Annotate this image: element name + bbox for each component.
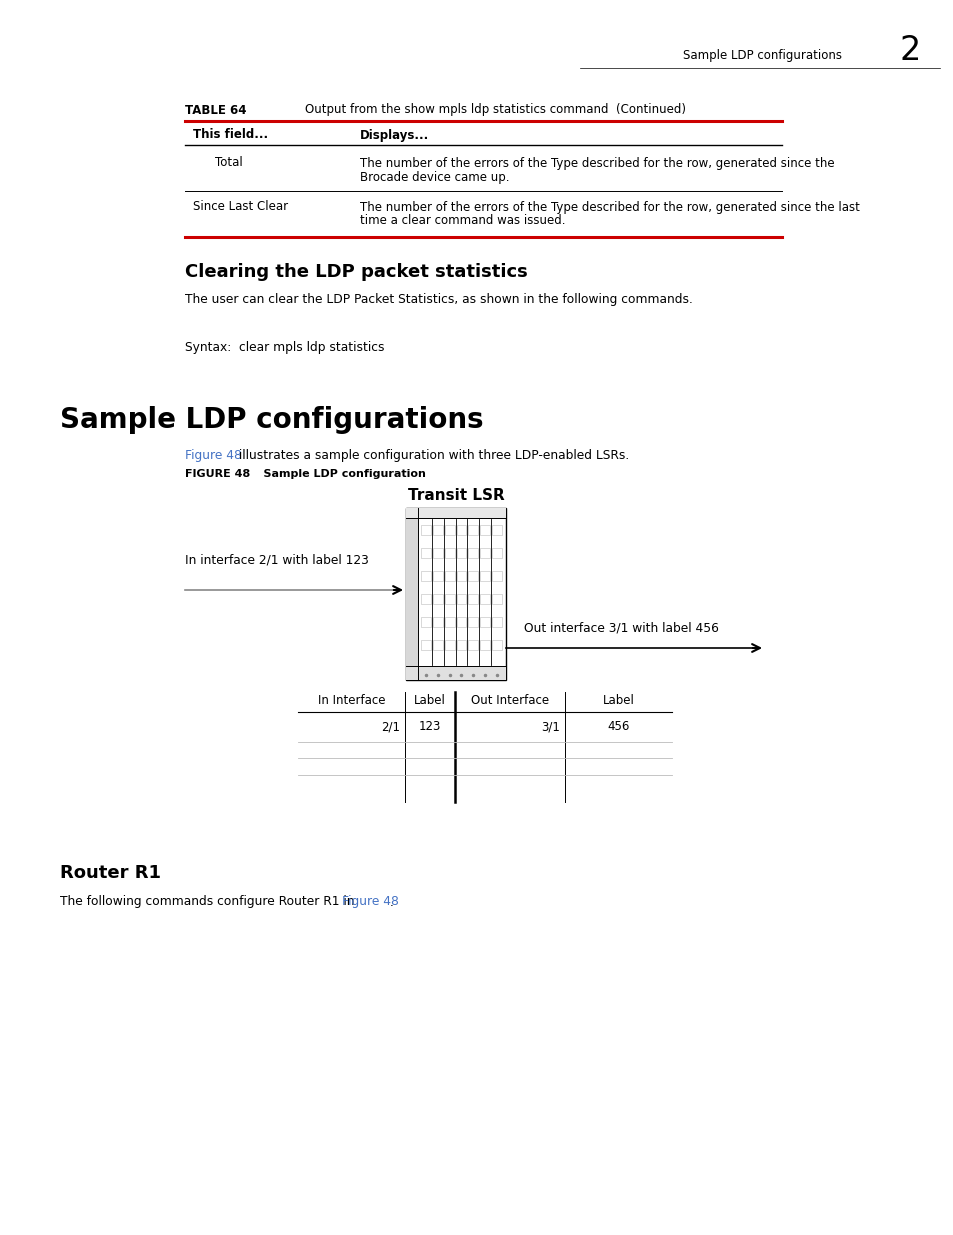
Text: In Interface: In Interface xyxy=(317,694,385,706)
Bar xyxy=(456,525,466,535)
Text: 3/1: 3/1 xyxy=(540,720,559,734)
Bar xyxy=(444,525,454,535)
Bar xyxy=(433,594,442,604)
Bar xyxy=(444,594,454,604)
Bar xyxy=(492,548,501,558)
Text: Label: Label xyxy=(602,694,634,706)
Bar xyxy=(433,571,442,580)
Text: Sample LDP configurations: Sample LDP configurations xyxy=(682,48,841,62)
Text: The number of the errors of the Type described for the row, generated since the: The number of the errors of the Type des… xyxy=(359,157,834,169)
Bar xyxy=(433,640,442,650)
Bar xyxy=(492,571,501,580)
Text: This field...: This field... xyxy=(193,128,268,142)
Text: Out Interface: Out Interface xyxy=(471,694,549,706)
Text: Label: Label xyxy=(414,694,445,706)
Text: 2/1: 2/1 xyxy=(380,720,399,734)
Bar xyxy=(444,640,454,650)
Text: Clearing the LDP packet statistics: Clearing the LDP packet statistics xyxy=(185,263,527,282)
Bar xyxy=(468,571,477,580)
Bar xyxy=(479,640,490,650)
Text: Figure 48: Figure 48 xyxy=(341,895,398,909)
Bar xyxy=(479,618,490,627)
Text: Sample LDP configurations: Sample LDP configurations xyxy=(60,406,483,433)
Bar xyxy=(492,525,501,535)
Text: illustrates a sample configuration with three LDP-enabled LSRs.: illustrates a sample configuration with … xyxy=(234,450,629,462)
Bar xyxy=(420,640,431,650)
Bar xyxy=(492,618,501,627)
Text: TABLE 64: TABLE 64 xyxy=(185,104,246,116)
Bar xyxy=(456,640,466,650)
Bar xyxy=(420,571,431,580)
Bar xyxy=(433,618,442,627)
Bar xyxy=(406,508,505,517)
Text: In interface 2/1 with label 123: In interface 2/1 with label 123 xyxy=(185,553,369,567)
Bar xyxy=(406,508,505,680)
Bar xyxy=(479,594,490,604)
Bar xyxy=(479,571,490,580)
Bar xyxy=(468,594,477,604)
Text: Output from the show mpls ldp statistics command  (Continued): Output from the show mpls ldp statistics… xyxy=(305,104,685,116)
Text: Sample LDP configuration: Sample LDP configuration xyxy=(248,469,425,479)
Text: Total: Total xyxy=(214,157,242,169)
Bar xyxy=(420,525,431,535)
Text: .: . xyxy=(390,895,394,909)
Bar xyxy=(433,548,442,558)
Text: time a clear command was issued.: time a clear command was issued. xyxy=(359,215,565,227)
Text: Router R1: Router R1 xyxy=(60,864,161,882)
Text: The following commands configure Router R1 in: The following commands configure Router … xyxy=(60,895,358,909)
Bar xyxy=(456,548,466,558)
Text: 123: 123 xyxy=(418,720,440,734)
Text: Figure 48: Figure 48 xyxy=(185,450,242,462)
Text: Brocade device came up.: Brocade device came up. xyxy=(359,170,509,184)
Bar xyxy=(479,548,490,558)
Bar xyxy=(456,618,466,627)
Bar xyxy=(492,640,501,650)
Bar xyxy=(479,525,490,535)
Bar xyxy=(444,548,454,558)
Bar xyxy=(406,666,505,680)
Text: FIGURE 48: FIGURE 48 xyxy=(185,469,250,479)
Bar xyxy=(420,618,431,627)
Bar xyxy=(468,548,477,558)
Text: Syntax:  clear mpls ldp statistics: Syntax: clear mpls ldp statistics xyxy=(185,342,384,354)
Text: Since Last Clear: Since Last Clear xyxy=(193,200,288,214)
Text: Transit LSR: Transit LSR xyxy=(407,489,504,504)
Text: The number of the errors of the Type described for the row, generated since the : The number of the errors of the Type des… xyxy=(359,200,859,214)
Bar xyxy=(420,594,431,604)
Text: Displays...: Displays... xyxy=(359,128,429,142)
Bar xyxy=(444,618,454,627)
Text: 456: 456 xyxy=(607,720,629,734)
Bar xyxy=(468,640,477,650)
Bar xyxy=(406,508,417,680)
Bar xyxy=(444,571,454,580)
Bar xyxy=(492,594,501,604)
Bar xyxy=(456,571,466,580)
Text: The user can clear the LDP Packet Statistics, as shown in the following commands: The user can clear the LDP Packet Statis… xyxy=(185,294,692,306)
Bar xyxy=(420,548,431,558)
Bar xyxy=(433,525,442,535)
Text: Out interface 3/1 with label 456: Out interface 3/1 with label 456 xyxy=(523,621,719,635)
Text: 2: 2 xyxy=(899,33,920,67)
Bar xyxy=(456,594,466,604)
Bar xyxy=(468,618,477,627)
Bar xyxy=(468,525,477,535)
